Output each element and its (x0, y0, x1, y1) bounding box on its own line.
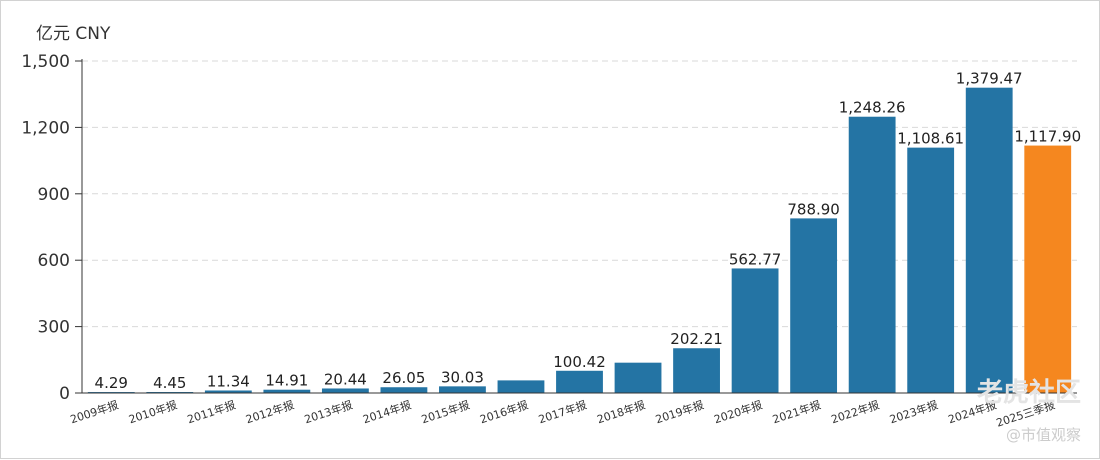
x-tick-label: 2012年报 (244, 398, 296, 427)
value-label: 1,248.26 (839, 99, 906, 117)
y-tick-label: 900 (38, 185, 70, 205)
bar-2025三季报 (1024, 145, 1072, 393)
value-label: 30.03 (441, 368, 484, 386)
y-tick-label: 600 (38, 251, 70, 271)
x-tick-label: 2023年报 (888, 398, 940, 427)
x-tick-label: 2015年报 (419, 398, 471, 427)
value-labels: 4.29 4.45 11.34 14.91 20.44 26.05 30.03 100.42 2… (95, 70, 1082, 392)
x-tick-label: 2017年报 (537, 398, 589, 427)
watermark-main: 老虎社区 (977, 377, 1081, 408)
bar-2013年报 (321, 388, 369, 393)
value-label: 20.44 (324, 370, 367, 388)
value-label: 788.90 (787, 200, 840, 218)
value-label: 562.77 (729, 250, 782, 268)
bar-2015年报 (439, 386, 486, 393)
value-label: 1,108.61 (897, 130, 964, 148)
bar-2022年报 (848, 116, 896, 394)
x-tick-label: 2018年报 (595, 398, 647, 427)
x-tick-label: 2013年报 (302, 398, 354, 427)
bar-2016年报 (497, 380, 545, 393)
x-tick-label: 2011年报 (185, 398, 237, 427)
value-label: 100.42 (553, 353, 606, 371)
x-tick-label: 2009年报 (68, 398, 120, 427)
x-tick-label: 2016年报 (478, 398, 530, 427)
value-label: 14.91 (265, 372, 308, 390)
y-tick-label: 1,200 (21, 118, 70, 138)
bars (87, 87, 1072, 394)
gridlines (82, 60, 1077, 328)
value-label: 202.21 (670, 330, 723, 348)
watermark: 老虎社区 @市值观察 (977, 377, 1081, 444)
unit-label: 亿元 CNY (36, 24, 111, 44)
bar-2023年报 (907, 147, 955, 393)
x-tick-label: 2010年报 (127, 398, 179, 427)
bar-2011年报 (204, 390, 252, 393)
bar-2018年报 (614, 362, 662, 393)
value-label: 26.05 (382, 369, 425, 387)
y-tick-label: 300 (38, 318, 70, 338)
value-label: 4.29 (95, 374, 128, 392)
x-tick-label: 2019年报 (654, 398, 706, 427)
bar-2019年报 (673, 348, 720, 393)
value-label: 1,379.47 (956, 70, 1023, 88)
y-tick-label: 0 (59, 384, 70, 404)
y-tick-label: 1,500 (21, 52, 70, 72)
bar-2020年报 (731, 268, 779, 393)
watermark-sub: @市值观察 (1006, 426, 1081, 444)
bar-2024年报 (965, 87, 1013, 393)
bar-2014年报 (380, 387, 428, 393)
x-tick-label: 2022年报 (829, 398, 881, 427)
value-label: 4.45 (153, 374, 186, 392)
bar-2017年报 (556, 370, 603, 393)
value-label: 11.34 (207, 372, 250, 390)
bar-2021年报 (790, 218, 838, 393)
x-tick-label: 2014年报 (361, 398, 413, 427)
value-label: 1,117.90 (1014, 128, 1081, 146)
x-tick-label: 2021年报 (771, 398, 823, 427)
bar-2012年报 (263, 389, 311, 393)
x-tick-label: 2020年报 (712, 398, 764, 427)
